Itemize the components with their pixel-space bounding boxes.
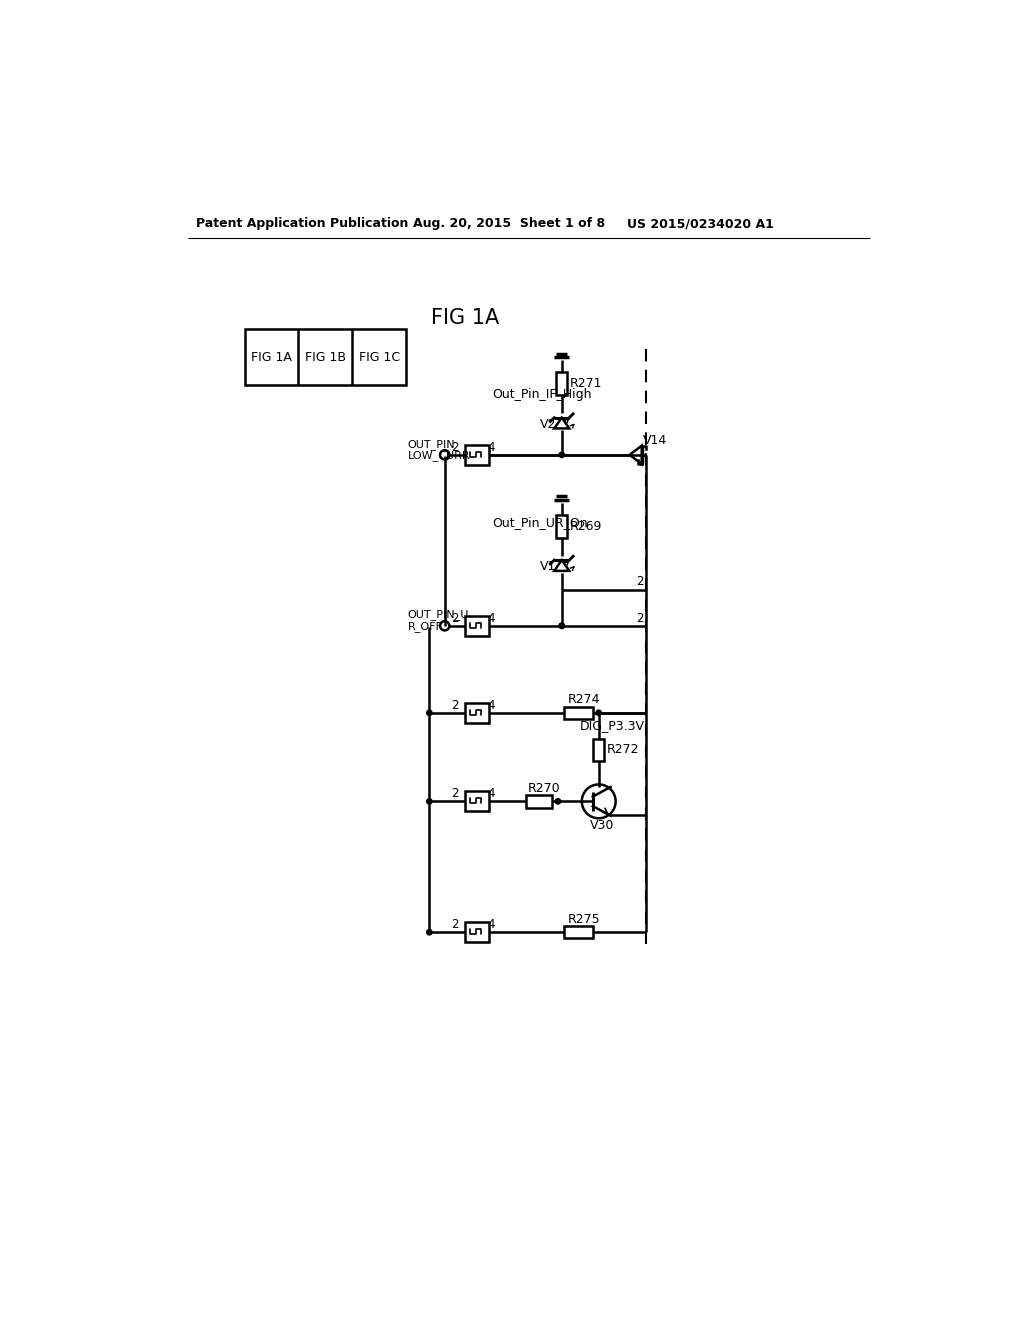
Text: 2: 2 <box>451 787 459 800</box>
Bar <box>556 372 567 395</box>
Bar <box>525 795 552 808</box>
Text: R271: R271 <box>569 376 602 389</box>
Text: R275: R275 <box>568 912 600 925</box>
Circle shape <box>427 799 432 804</box>
Text: V1: V1 <box>541 560 557 573</box>
Text: OUT_PIN_U: OUT_PIN_U <box>408 610 469 620</box>
Circle shape <box>555 799 560 804</box>
Circle shape <box>582 784 615 818</box>
Circle shape <box>440 622 450 631</box>
Text: 4: 4 <box>487 441 496 454</box>
Circle shape <box>559 453 564 458</box>
Bar <box>245 330 407 385</box>
Bar <box>465 616 489 636</box>
Text: R272: R272 <box>606 743 639 756</box>
Text: Patent Application Publication: Patent Application Publication <box>196 218 409 231</box>
Text: 2: 2 <box>451 441 459 454</box>
Bar <box>465 923 489 942</box>
Text: R270: R270 <box>528 781 560 795</box>
Polygon shape <box>554 417 569 429</box>
Text: V14: V14 <box>643 434 668 447</box>
Text: FIG 1C: FIG 1C <box>358 351 399 363</box>
Polygon shape <box>554 560 569 570</box>
Bar <box>564 706 593 719</box>
Text: 2: 2 <box>451 698 459 711</box>
Text: US 2015/0234020 A1: US 2015/0234020 A1 <box>628 218 774 231</box>
Text: 4: 4 <box>487 611 496 624</box>
Text: 2: 2 <box>636 611 643 624</box>
Text: FIG 1B: FIG 1B <box>305 351 346 363</box>
Text: LOW_CURR: LOW_CURR <box>408 450 470 461</box>
Bar <box>556 515 567 539</box>
Bar <box>465 702 489 723</box>
Text: Out_Pin_IF_High: Out_Pin_IF_High <box>493 388 592 401</box>
Text: FIG 1A: FIG 1A <box>431 308 499 327</box>
Bar <box>564 927 593 939</box>
Text: 4: 4 <box>487 787 496 800</box>
Text: OUT_PIN: OUT_PIN <box>408 438 456 450</box>
Text: V2: V2 <box>541 417 557 430</box>
Circle shape <box>427 710 432 715</box>
Text: 2: 2 <box>636 576 643 589</box>
Bar <box>593 739 604 760</box>
Bar <box>465 445 489 465</box>
Circle shape <box>427 929 432 935</box>
Text: R_OFF: R_OFF <box>408 622 442 632</box>
Polygon shape <box>630 446 642 465</box>
Text: V30: V30 <box>591 820 614 833</box>
Text: DIG_P3.3V: DIG_P3.3V <box>580 718 644 731</box>
Text: R269: R269 <box>569 520 602 533</box>
Text: 2: 2 <box>451 611 459 624</box>
Circle shape <box>440 450 450 459</box>
Text: 2: 2 <box>451 917 459 931</box>
Text: 4: 4 <box>487 698 496 711</box>
Bar <box>465 792 489 812</box>
Text: FIG 1A: FIG 1A <box>251 351 292 363</box>
Circle shape <box>559 623 564 628</box>
Circle shape <box>559 623 564 628</box>
Text: R274: R274 <box>568 693 600 706</box>
Text: Out_Pin_UR_On: Out_Pin_UR_On <box>493 516 588 529</box>
Text: Aug. 20, 2015  Sheet 1 of 8: Aug. 20, 2015 Sheet 1 of 8 <box>413 218 605 231</box>
Text: 4: 4 <box>487 917 496 931</box>
Circle shape <box>596 710 601 715</box>
